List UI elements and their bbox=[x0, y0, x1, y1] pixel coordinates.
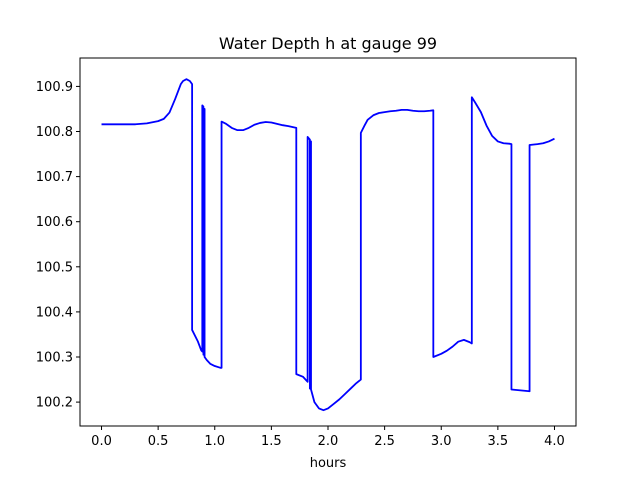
chart-title: Water Depth h at gauge 99 bbox=[219, 34, 437, 53]
y-tick-label: 100.5 bbox=[36, 260, 73, 275]
y-tick-label: 100.8 bbox=[36, 125, 73, 140]
y-tick-label: 100.7 bbox=[36, 170, 73, 185]
x-tick-label: 0.5 bbox=[148, 434, 169, 449]
x-tick-label: 3.0 bbox=[431, 434, 452, 449]
y-tick-label: 100.9 bbox=[36, 80, 73, 95]
x-tick-label: 4.0 bbox=[544, 434, 565, 449]
y-tick-label: 100.6 bbox=[36, 215, 73, 230]
y-tick-label: 100.4 bbox=[36, 305, 73, 320]
y-tick-label: 100.2 bbox=[36, 396, 73, 411]
x-tick-label: 1.0 bbox=[204, 434, 225, 449]
x-tick-label: 1.5 bbox=[261, 434, 282, 449]
series-line bbox=[101, 78, 555, 412]
x-tick-label: 2.0 bbox=[318, 434, 339, 449]
x-tick-label: 0.0 bbox=[91, 434, 112, 449]
x-axis: 0.0 0.5 1.0 1.5 2.0 2.5 3.0 3.5 4.0 bbox=[91, 426, 565, 449]
x-tick-label: 3.5 bbox=[488, 434, 509, 449]
x-tick-label: 2.5 bbox=[374, 434, 395, 449]
x-axis-label: hours bbox=[310, 456, 347, 471]
y-axis: 100.2 100.3 100.4 100.5 100.6 100.7 100.8 100.9 bbox=[36, 80, 80, 411]
y-tick-label: 100.3 bbox=[36, 351, 73, 366]
